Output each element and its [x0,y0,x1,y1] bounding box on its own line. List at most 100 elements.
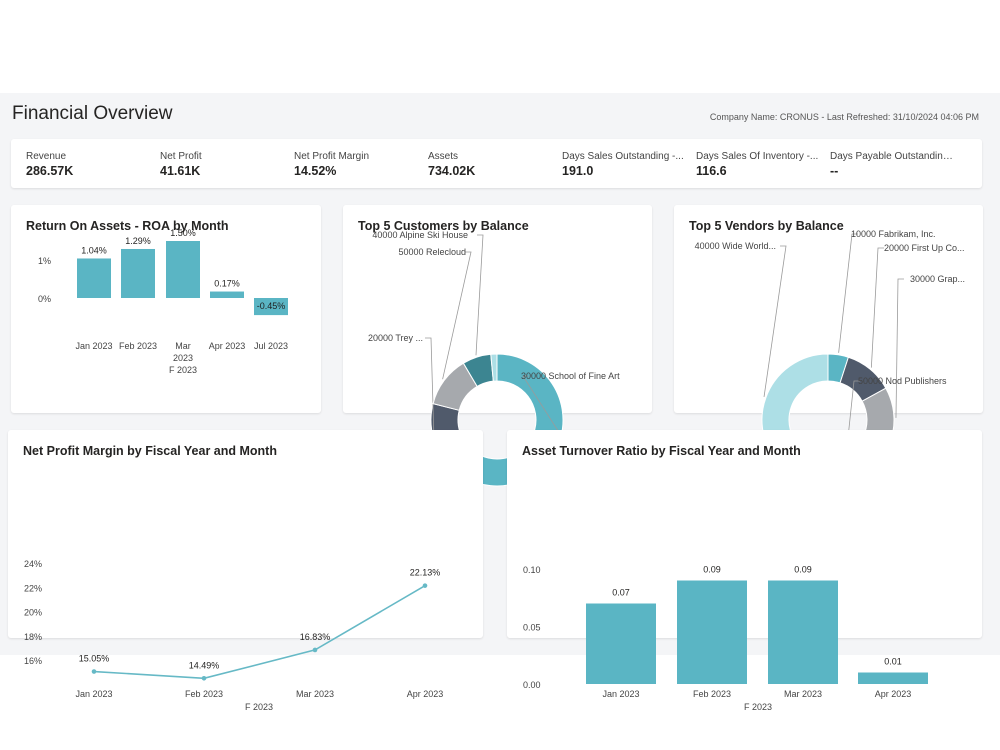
npm-x-tick: Jan 2023 [75,689,112,699]
atr-data-label: 0.09 [794,565,812,575]
atr-y-tick: 0.00 [523,680,541,690]
atr-x-tick: Mar 2023 [784,689,822,699]
atr-x-tick: Jan 2023 [602,689,639,699]
npm-x-tick: Feb 2023 [185,689,223,699]
roa-data-label: 1.29% [125,236,151,246]
npm-y-tick: 20% [24,608,42,618]
roa-chart-title: Return On Assets - ROA by Month [26,219,229,233]
npm-y-tick: 22% [24,583,42,593]
roa-x-tick: Feb 2023 [119,341,157,351]
roa-bar [210,291,244,298]
kpi-label: Revenue [26,151,67,162]
customers-chart-title: Top 5 Customers by Balance [358,219,529,233]
roa-bar [166,241,200,298]
kpi-label: Assets [428,151,459,162]
roa-x-tick: Jul 2023 [254,341,288,351]
kpi-strip: Revenue 286.57K Net Profit 41.61K Net Pr… [11,139,982,188]
customers-slice-label: 20000 Trey ... [368,333,423,343]
customers-leader-line [475,234,484,356]
npm-y-tick: 16% [24,656,42,666]
roa-data-label: 0.17% [214,279,240,289]
kpi-days-payable-outstanding[interactable]: Days Payable Outstanding ... -- [830,151,958,178]
kpi-label: Net Profit Margin [294,151,370,162]
company-refresh-info: Company Name: CRONUS - Last Refreshed: 3… [709,112,979,122]
vendors-slice-label: 30000 Grap... [910,274,965,284]
kpi-value: 286.57K [26,164,74,178]
atr-bar [858,672,928,684]
atr-y-tick: 0.05 [523,623,541,633]
vendors-chart-card[interactable]: Top 5 Vendors by Balance 10000 Fabrikam,… [674,205,983,487]
atr-y-tick: 0.10 [523,565,541,575]
roa-data-label: 1.50% [170,228,196,238]
kpi-value: 734.02K [428,164,476,178]
roa-data-label: -0.45% [257,301,286,311]
npm-point [201,676,207,681]
roa-bar [77,258,111,298]
kpi-revenue[interactable]: Revenue 286.57K [26,151,154,178]
atr-fiscal-year-label: F 2023 [744,702,772,712]
customers-leader-line [442,251,472,380]
roa-bar [254,298,288,316]
vendors-slice-label: 40000 Wide World... [695,241,776,251]
atr-x-tick: Apr 2023 [875,689,912,699]
roa-x-tick: Jan 2023 [75,341,112,351]
roa-x-tick: Mar [175,341,191,351]
roa-x-tick: 2023 [173,353,193,363]
npm-data-label: 14.49% [189,660,220,670]
kpi-value: -- [830,164,839,178]
page-title: Financial Overview [12,103,173,124]
roa-bar-chart: 1% 0% 1.04% Jan 2023 1.29% Feb 2023 1.50% Mar 20… [38,228,288,375]
vendors-leader-line [838,233,858,353]
vendors-chart-title: Top 5 Vendors by Balance [689,219,844,233]
roa-y-tick: 0% [38,294,51,304]
roa-x-tick: Apr 2023 [209,341,246,351]
kpi-value: 116.6 [696,164,727,178]
customers-slice-label: 50000 Relecloud [398,247,466,257]
atr-data-label: 0.09 [703,565,721,575]
customers-leader-line [522,375,563,439]
kpi-label: Net Profit [160,151,202,162]
npm-data-label: 16.83% [300,632,331,642]
kpi-days-sales-outstanding[interactable]: Days Sales Outstanding -... 191.0 [562,151,690,178]
customers-leader-line [425,337,435,447]
npm-y-tick: 18% [24,632,42,642]
kpi-days-sales-of-inventory[interactable]: Days Sales Of Inventory -... 116.6 [696,151,824,178]
kpi-value: 41.61K [160,164,201,178]
npm-line-chart: 24% 22% 20% 18% 16% 15.05% Jan 2023 14.49% Feb 2… [24,559,443,712]
kpi-label: Days Sales Of Inventory -... [696,151,819,162]
customers-slice [490,353,498,382]
kpi-net-profit[interactable]: Net Profit 41.61K [160,151,288,178]
atr-bar [768,580,838,684]
npm-fiscal-year-label: F 2023 [245,702,273,712]
vendors-slice-label: 50000 Nod Publishers [858,376,947,386]
kpi-assets[interactable]: Assets 734.02K [428,151,556,178]
npm-x-tick: Apr 2023 [407,689,444,699]
npm-point [312,647,318,653]
npm-series-line [93,584,426,680]
npm-point [91,669,97,674]
npm-chart-card[interactable]: Net Profit Margin by Fiscal Year and Mon… [8,430,483,712]
roa-data-label: 1.04% [81,245,107,255]
npm-y-tick: 24% [24,559,42,569]
kpi-net-profit-margin[interactable]: Net Profit Margin 14.52% [294,151,422,178]
atr-data-label: 0.01 [884,657,902,667]
npm-data-label: 22.13% [410,568,441,578]
atr-chart-title: Asset Turnover Ratio by Fiscal Year and … [522,444,801,458]
roa-chart-card[interactable]: Return On Assets - ROA by Month 1% 0% 1.04… [11,205,321,413]
roa-y-tick: 1% [38,256,51,266]
atr-x-tick: Feb 2023 [693,689,731,699]
npm-chart-title: Net Profit Margin by Fiscal Year and Mon… [23,444,277,458]
customers-chart-card[interactable]: Top 5 Customers by Balance 30000 School … [343,205,652,487]
atr-bar [586,603,656,684]
vendors-slice-label: 10000 Fabrikam, Inc. [851,229,936,239]
roa-bar [121,248,155,298]
npm-point [422,583,428,588]
customers-donut-chart: 30000 School of Fine Art 20000 Trey ... 50… [368,230,620,487]
kpi-value: 191.0 [562,164,594,178]
kpi-label: Days Payable Outstanding ... [830,151,958,162]
vendors-leader-line [895,278,904,418]
roa-fiscal-year-label: F 2023 [169,365,197,375]
vendors-leader-line [763,245,787,398]
atr-chart-card[interactable]: Asset Turnover Ratio by Fiscal Year and … [507,430,982,712]
atr-data-label: 0.07 [612,588,630,598]
